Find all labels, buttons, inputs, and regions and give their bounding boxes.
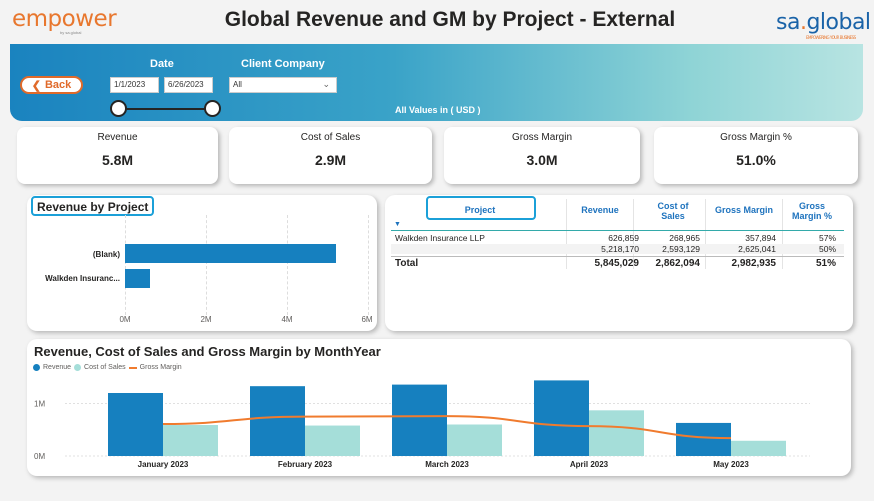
column-divider (633, 199, 634, 269)
x-category-label: April 2023 (570, 460, 609, 469)
chart-legend: Revenue Cost of Sales Gross Margin (33, 364, 182, 371)
kpi-label: Gross Margin (511, 132, 572, 143)
column-header-gross-margin[interactable]: Gross Margin (714, 205, 773, 215)
monthly-combo-chart: 0M 1M January 2023 February 2023 March 2023 A… (34, 380, 810, 469)
revenue-bar[interactable] (250, 386, 305, 456)
project-column-header-highlight (426, 196, 536, 220)
gridline (125, 215, 126, 315)
table-row[interactable]: 5,218,170 2,593,129 2,625,041 50% (391, 244, 844, 254)
y-tick-label: 0M (34, 452, 45, 461)
cost-of-sales-bar[interactable] (589, 410, 644, 456)
date-range-slider-track[interactable] (118, 108, 212, 110)
x-category-label: February 2023 (278, 460, 333, 469)
gross-margin-line (162, 415, 732, 440)
revenue-bar-blank[interactable] (125, 244, 336, 263)
kpi-value: 3.0M (526, 152, 558, 168)
client-company-value: All (233, 80, 242, 89)
cost-of-sales-bar[interactable] (305, 425, 360, 456)
revenue-bar[interactable] (534, 380, 589, 456)
kpi-card-revenue: Revenue 5.8M (17, 127, 218, 184)
currency-note: All Values in ( USD ) (395, 105, 481, 115)
chevron-down-icon: ⌄ (322, 79, 330, 89)
sort-descending-icon[interactable]: ▼ (394, 221, 401, 228)
table-total-row: Total 5,845,029 2,862,094 2,982,935 51% (391, 256, 844, 269)
gridline (368, 215, 369, 315)
revenue-by-project-title: Revenue by Project (31, 196, 155, 216)
table-row[interactable]: Walkden Insurance LLP 626,859 268,965 35… (395, 233, 836, 243)
x-tick-label: 0M (119, 315, 131, 324)
x-category-label: May 2023 (713, 460, 749, 469)
x-tick-label: 6M (361, 315, 373, 324)
x-category-label: January 2023 (138, 460, 189, 469)
date-slider-end-handle[interactable] (204, 100, 221, 117)
cost-of-sales-bar[interactable] (731, 440, 786, 456)
x-category-label: March 2023 (425, 460, 469, 469)
date-to-input[interactable]: 6/26/2023 (164, 77, 213, 93)
header-divider (391, 230, 844, 231)
gridline (206, 215, 207, 315)
page-title: Global Revenue and GM by Project - Exter… (224, 8, 676, 31)
legend-revenue-label: Revenue (43, 364, 72, 371)
revenue-bar[interactable] (676, 422, 731, 456)
empower-logo: empower by sa.global (12, 6, 117, 35)
legend-cost-of-sales-marker (74, 364, 82, 371)
kpi-card-gross-margin-percent: Gross Margin % 51.0% (654, 127, 858, 184)
column-divider (705, 199, 706, 269)
legend-cost-of-sales-label: Cost of Sales (84, 364, 126, 371)
chevron-left-icon: ❮ (31, 79, 41, 92)
monthly-chart-title: Revenue, Cost of Sales and Gross Margin … (34, 344, 381, 359)
column-divider (782, 199, 783, 269)
gridline (287, 215, 288, 315)
kpi-card-cost-of-sales: Cost of Sales 2.9M (229, 127, 432, 184)
client-filter-label: Client Company (241, 58, 325, 70)
kpi-value: 2.9M (314, 152, 347, 168)
kpi-value: 5.8M (101, 152, 134, 168)
x-tick-label: 4M (281, 315, 293, 324)
kpi-card-gross-margin: Gross Margin 3.0M (444, 127, 640, 184)
legend-gross-margin-label: Gross Margin (139, 364, 182, 371)
bar-category-label: Walkden Insuranc... (45, 274, 120, 283)
saglobal-logo: sa.global EMPOWERING YOUR BUSINESS (776, 10, 871, 40)
column-header-cost-of-sales[interactable]: Cost of Sales (657, 201, 689, 221)
date-filter-label: Date (150, 58, 174, 70)
column-header-gross-margin-percent[interactable]: Gross Margin % (791, 201, 832, 221)
date-from-input[interactable]: 1/1/2023 (110, 77, 159, 93)
back-button-label: Back (44, 79, 72, 91)
revenue-bar[interactable] (108, 393, 163, 456)
column-header-project[interactable]: Project (464, 205, 496, 215)
revenue-bar-walkden[interactable] (125, 269, 150, 288)
client-company-dropdown[interactable]: All ⌄ (229, 77, 337, 93)
bar-category-label: (Blank) (92, 250, 120, 259)
revenue-by-project-panel (27, 195, 377, 331)
kpi-label: Cost of Sales (300, 132, 361, 143)
back-button[interactable]: ❮ Back (20, 76, 83, 94)
column-header-revenue[interactable]: Revenue (581, 205, 619, 215)
kpi-label: Revenue (97, 132, 138, 143)
kpi-label: Gross Margin % (720, 132, 792, 143)
cost-of-sales-bar[interactable] (163, 425, 218, 456)
legend-gross-margin-marker (128, 366, 137, 369)
cost-of-sales-bar[interactable] (447, 424, 502, 457)
legend-revenue-marker (33, 364, 40, 371)
kpi-value: 51.0% (736, 152, 776, 168)
column-divider (566, 199, 567, 269)
x-tick-label: 2M (200, 315, 212, 324)
revenue-bar[interactable] (392, 384, 447, 456)
y-tick-label: 1M (34, 400, 45, 409)
date-slider-start-handle[interactable] (110, 100, 127, 117)
